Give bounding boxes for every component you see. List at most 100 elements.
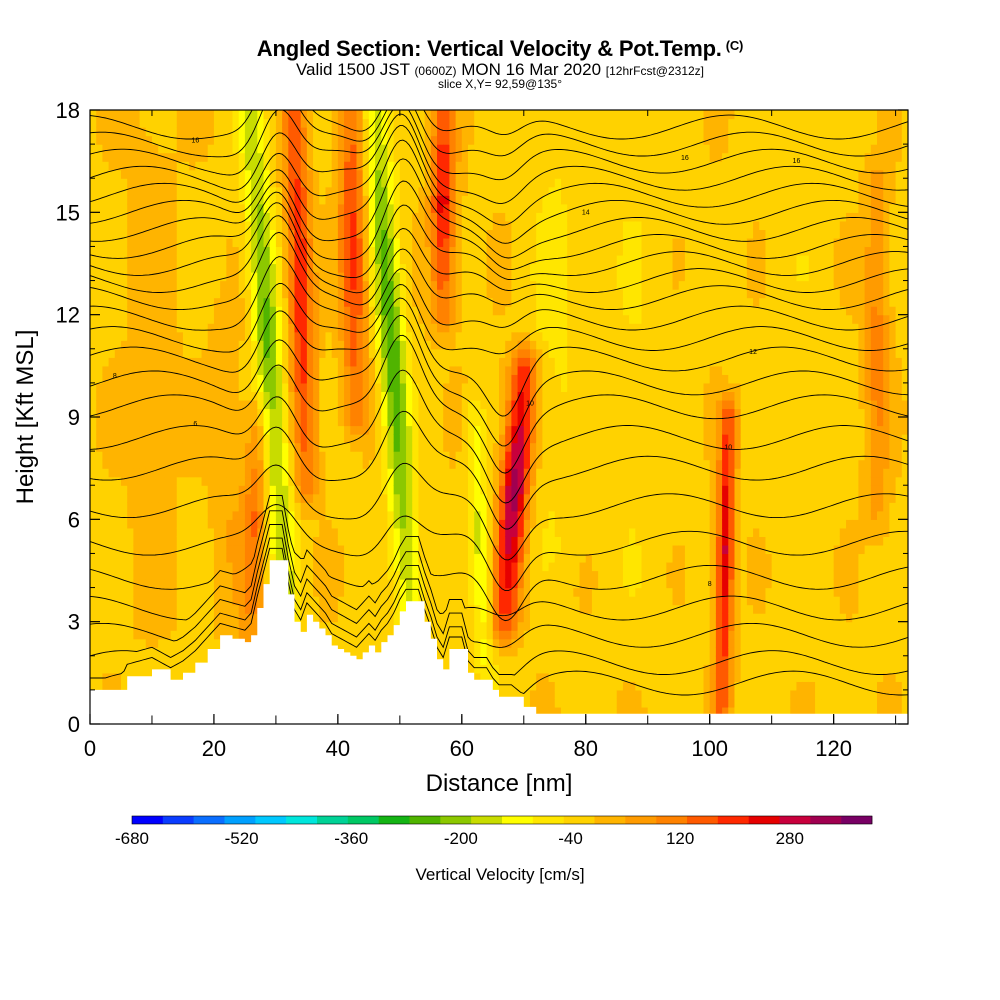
velocity-cell — [344, 510, 351, 520]
velocity-cell — [263, 391, 271, 401]
velocity-cell — [201, 314, 209, 324]
velocity-cell — [213, 297, 221, 307]
velocity-cell — [189, 382, 196, 393]
velocity-cell — [344, 485, 351, 495]
velocity-cell — [356, 621, 364, 631]
velocity-cell — [430, 186, 438, 196]
velocity-cell — [511, 468, 519, 478]
velocity-cell — [195, 468, 203, 478]
velocity-cell — [275, 493, 283, 503]
velocity-cell — [505, 553, 512, 563]
velocity-cell — [182, 519, 190, 529]
velocity-cell — [300, 587, 308, 597]
velocity-cell — [102, 263, 110, 273]
velocity-cell — [517, 561, 525, 572]
velocity-cell — [511, 161, 519, 171]
velocity-cell — [213, 178, 221, 188]
velocity-cell — [492, 425, 500, 435]
velocity-cell — [108, 604, 116, 614]
velocity-cell — [114, 587, 122, 597]
velocity-cell — [461, 476, 469, 486]
velocity-cell — [90, 340, 97, 350]
velocity-cell — [127, 186, 134, 196]
velocity-cell — [499, 434, 506, 444]
velocity-cell — [505, 689, 512, 700]
velocity-cell — [449, 280, 457, 290]
velocity-cell — [492, 237, 500, 248]
velocity-cell — [96, 459, 103, 469]
velocity-cell — [337, 544, 345, 555]
velocity-cell — [176, 365, 184, 375]
velocity-cell — [269, 237, 277, 248]
velocity-cell — [96, 596, 103, 606]
velocity-cell — [375, 544, 382, 555]
velocity-cell — [108, 195, 116, 205]
velocity-cell — [288, 417, 296, 427]
velocity-cell — [145, 169, 153, 179]
velocity-cell — [499, 152, 506, 162]
velocity-cell — [325, 493, 333, 503]
velocity-cell — [480, 544, 488, 555]
velocity-cell — [244, 297, 252, 307]
velocity-cell — [127, 212, 134, 222]
velocity-cell — [145, 374, 153, 384]
velocity-cell — [195, 570, 203, 580]
velocity-cell — [443, 561, 451, 572]
velocity-cell — [133, 178, 141, 188]
velocity-cell — [474, 579, 482, 589]
velocity-cell — [195, 553, 203, 563]
velocity-cell — [387, 263, 395, 273]
velocity-cell — [362, 468, 370, 478]
velocity-cell — [282, 348, 289, 358]
velocity-cell — [120, 579, 128, 589]
velocity-cell — [300, 331, 308, 341]
velocity-cell — [499, 451, 506, 461]
velocity-cell — [120, 254, 128, 265]
velocity-cell — [486, 127, 494, 137]
velocity-cell — [127, 272, 134, 282]
velocity-cell — [344, 331, 351, 341]
velocity-cell — [195, 263, 203, 273]
velocity-cell — [226, 451, 234, 461]
velocity-cell — [108, 502, 116, 512]
velocity-cell — [269, 272, 277, 282]
velocity-cell — [269, 502, 277, 512]
velocity-cell — [220, 144, 227, 154]
velocity-cell — [337, 613, 345, 623]
velocity-cell — [406, 408, 413, 418]
velocity-cell — [356, 297, 364, 307]
velocity-cell — [108, 340, 116, 350]
velocity-cell — [412, 110, 420, 120]
velocity-cell — [356, 553, 364, 563]
velocity-cell — [375, 144, 382, 154]
velocity-cell — [474, 502, 482, 512]
velocity-cell — [90, 553, 97, 563]
velocity-cell — [480, 169, 488, 179]
velocity-cell — [331, 297, 339, 307]
velocity-cell — [393, 144, 401, 154]
velocity-cell — [133, 144, 141, 154]
velocity-cell — [238, 195, 246, 205]
velocity-cell — [337, 365, 345, 375]
velocity-cell — [461, 246, 469, 256]
velocity-cell — [505, 348, 512, 358]
velocity-cell — [207, 493, 215, 503]
velocity-cell — [437, 254, 444, 265]
velocity-cell — [275, 323, 283, 333]
velocity-cell — [356, 169, 364, 179]
velocity-cell — [244, 604, 252, 614]
velocity-cell — [449, 493, 457, 503]
velocity-cell — [319, 374, 327, 384]
velocity-cell — [189, 272, 196, 282]
velocity-cell — [170, 229, 178, 239]
velocity-cell — [468, 110, 475, 120]
velocity-cell — [275, 203, 283, 213]
velocity-cell — [102, 391, 110, 401]
velocity-cell — [251, 314, 258, 324]
velocity-cell — [288, 212, 296, 222]
velocity-cell — [325, 297, 333, 307]
velocity-cell — [468, 254, 475, 265]
velocity-cell — [337, 596, 345, 606]
velocity-cell — [96, 493, 103, 503]
velocity-cell — [151, 331, 159, 341]
